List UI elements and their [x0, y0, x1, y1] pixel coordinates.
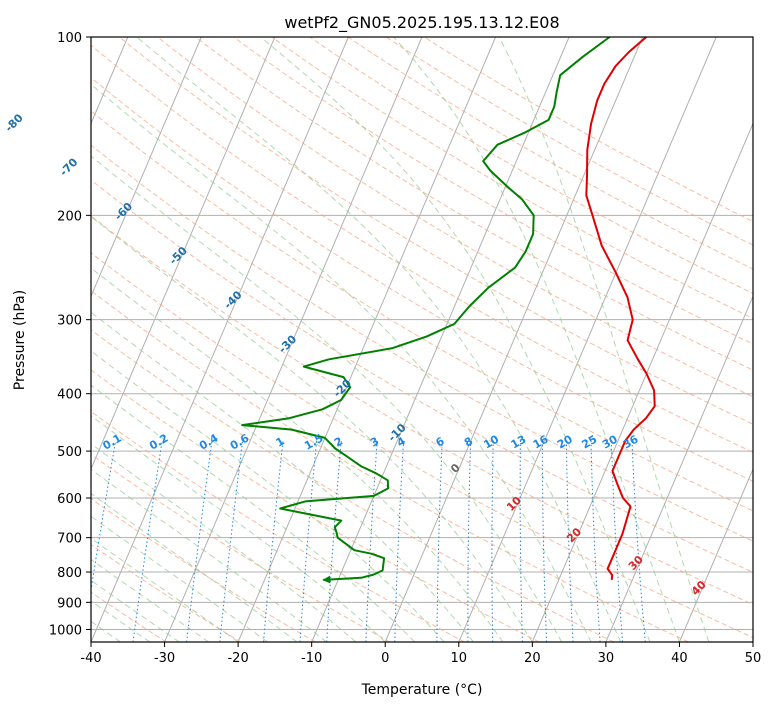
y-tick-label: 900	[57, 596, 82, 611]
y-tick-label: 100	[57, 31, 82, 46]
x-tick-label: 40	[671, 651, 688, 666]
x-tick-label: 50	[745, 651, 762, 666]
y-tick-label: 800	[57, 566, 82, 581]
y-tick-label: 600	[57, 492, 82, 507]
x-tick-label: 0	[381, 651, 389, 666]
y-tick-label: 500	[57, 445, 82, 460]
y-tick-label: 400	[57, 388, 82, 403]
y-tick-label: 1000	[49, 623, 82, 638]
y-tick-label: 300	[57, 314, 82, 329]
x-tick-label: 20	[524, 651, 541, 666]
x-tick-label: -10	[301, 651, 322, 666]
x-tick-label: 30	[598, 651, 615, 666]
x-tick-label: -20	[227, 651, 248, 666]
x-axis-label: Temperature (°C)	[361, 682, 483, 698]
x-tick-label: -40	[80, 651, 101, 666]
chart-title: wetPf2_GN05.2025.195.13.12.E08	[284, 13, 559, 33]
x-tick-label: -30	[154, 651, 175, 666]
x-tick-label: 10	[451, 651, 468, 666]
y-tick-label: 200	[57, 209, 82, 224]
y-tick-label: 700	[57, 532, 82, 547]
y-axis-label: Pressure (hPa)	[12, 290, 28, 390]
